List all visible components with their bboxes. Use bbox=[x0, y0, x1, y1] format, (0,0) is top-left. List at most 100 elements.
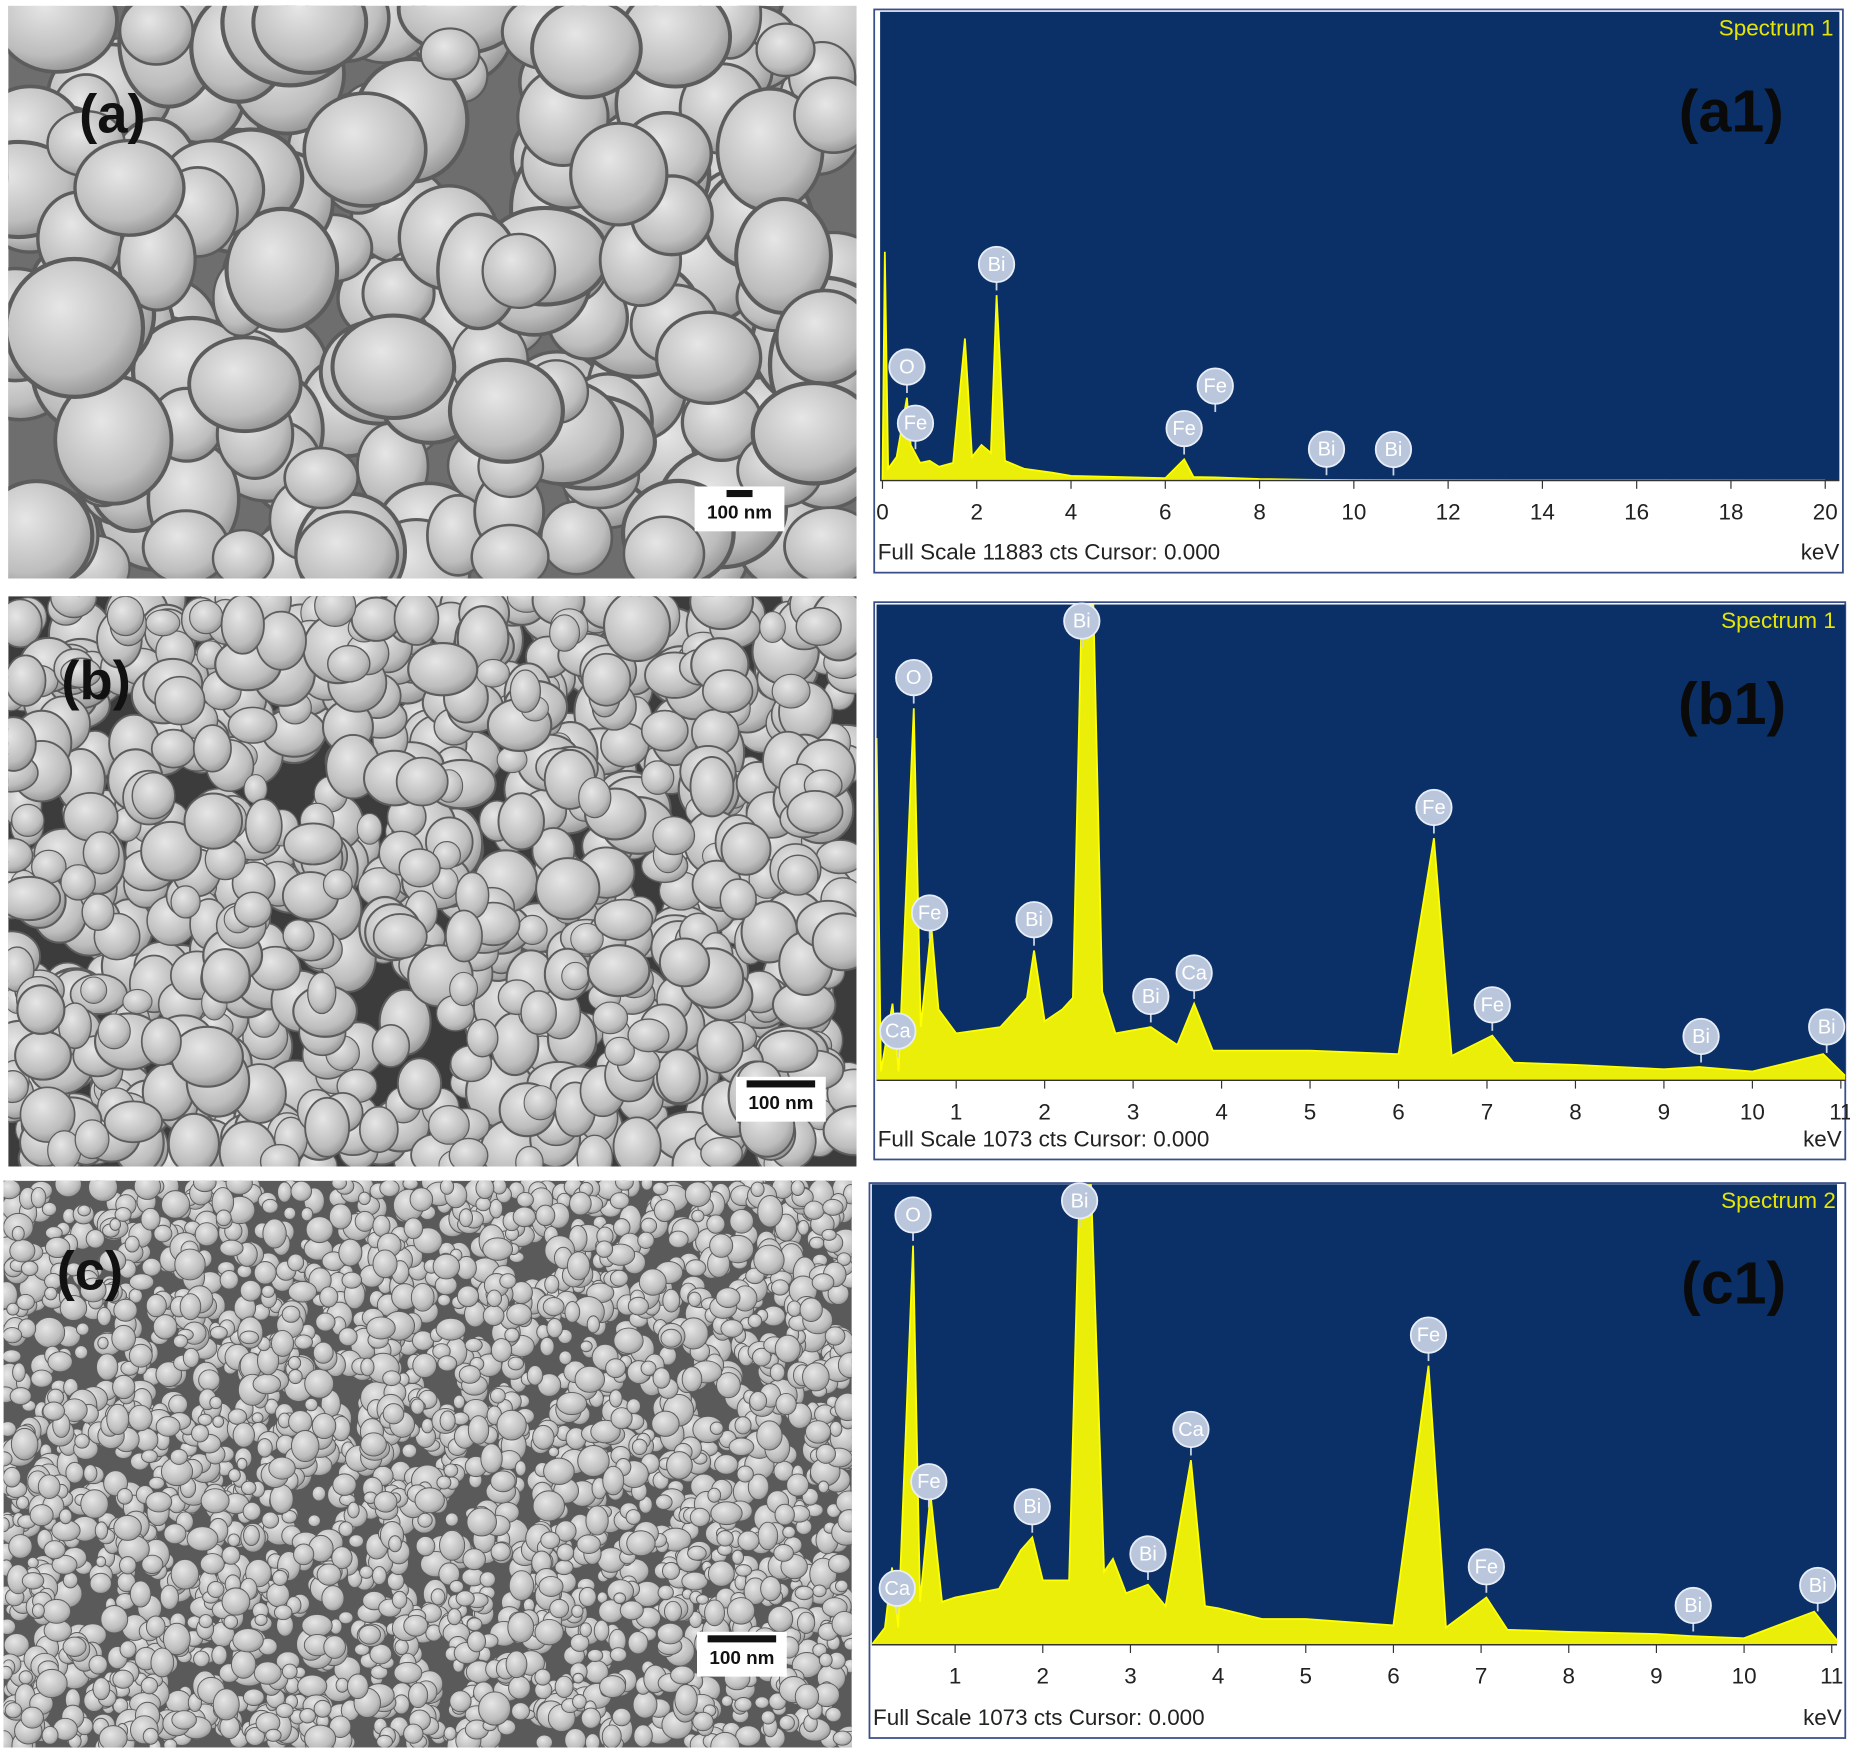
grain bbox=[539, 500, 614, 576]
grain bbox=[170, 885, 201, 919]
grain bbox=[253, 1661, 282, 1685]
grain bbox=[211, 528, 275, 579]
grain bbox=[145, 1491, 173, 1513]
grain bbox=[516, 1191, 534, 1208]
grain bbox=[3, 1517, 10, 1533]
grain bbox=[554, 1675, 574, 1699]
grain bbox=[774, 1503, 795, 1526]
x-tick-label: 6 bbox=[1392, 1099, 1404, 1124]
grain bbox=[508, 1675, 531, 1700]
grain bbox=[315, 1312, 336, 1332]
grain bbox=[4, 1702, 23, 1719]
grain bbox=[192, 724, 232, 773]
grain bbox=[8, 1070, 29, 1104]
grain bbox=[564, 1301, 581, 1323]
grain bbox=[163, 1523, 187, 1545]
x-tick-label: 6 bbox=[1387, 1664, 1399, 1689]
grain bbox=[290, 1430, 320, 1463]
grain bbox=[438, 1562, 461, 1586]
grain bbox=[663, 1600, 683, 1623]
grain bbox=[221, 1545, 241, 1565]
grain bbox=[193, 1650, 210, 1668]
grain bbox=[236, 1264, 253, 1279]
annotation-bubble bbox=[1307, 430, 1346, 468]
annotation: Ca bbox=[1178, 1419, 1204, 1441]
grain bbox=[783, 506, 857, 579]
grain bbox=[122, 988, 153, 1015]
grain bbox=[799, 1297, 823, 1322]
grain bbox=[520, 990, 557, 1036]
grain bbox=[167, 1112, 221, 1167]
grain bbox=[750, 1181, 765, 1197]
annotation-bubble bbox=[1132, 977, 1170, 1016]
grain bbox=[769, 1363, 786, 1382]
grain bbox=[42, 1401, 65, 1421]
grain bbox=[114, 1207, 132, 1222]
grain bbox=[6, 1302, 20, 1316]
grain bbox=[625, 1509, 642, 1525]
grain bbox=[219, 1270, 239, 1290]
grain bbox=[526, 1365, 544, 1386]
grain bbox=[652, 1181, 669, 1196]
grain bbox=[482, 1305, 505, 1327]
grain bbox=[119, 1556, 137, 1575]
grain bbox=[609, 1269, 629, 1287]
grain bbox=[707, 1560, 735, 1587]
footer: Full Scale 1073 cts Cursor: 0.000 bbox=[878, 1126, 1210, 1151]
grain bbox=[354, 1210, 376, 1232]
grain bbox=[262, 1218, 287, 1249]
grain bbox=[199, 1553, 225, 1575]
grain bbox=[261, 1284, 276, 1298]
grain bbox=[593, 898, 654, 941]
grain bbox=[227, 1533, 241, 1547]
grain bbox=[555, 1520, 577, 1542]
grain bbox=[439, 1410, 456, 1432]
chart-title: Spectrum 1 bbox=[1721, 608, 1836, 633]
grain bbox=[58, 1508, 73, 1525]
grain bbox=[283, 822, 344, 866]
grain bbox=[448, 1137, 489, 1167]
grain bbox=[95, 1353, 119, 1381]
grain bbox=[464, 1337, 483, 1353]
grain bbox=[773, 1544, 794, 1562]
x-tick-label: 12 bbox=[1436, 500, 1461, 525]
grain bbox=[534, 1668, 552, 1686]
grain bbox=[8, 256, 146, 400]
grain bbox=[18, 1670, 33, 1685]
grain bbox=[710, 1501, 743, 1526]
grain bbox=[172, 1334, 189, 1349]
grain bbox=[574, 1365, 606, 1393]
grain bbox=[627, 1631, 649, 1655]
grain bbox=[219, 1239, 244, 1257]
grain bbox=[74, 1345, 89, 1360]
grain bbox=[443, 1463, 459, 1478]
grain bbox=[579, 1622, 592, 1638]
grain bbox=[824, 1326, 846, 1346]
grain bbox=[793, 76, 857, 155]
grain bbox=[714, 1454, 739, 1475]
grain bbox=[33, 1316, 66, 1349]
grain bbox=[754, 1696, 770, 1709]
grain bbox=[688, 1611, 703, 1629]
grain bbox=[358, 1624, 381, 1645]
annotation-bubble bbox=[888, 348, 926, 386]
grain bbox=[228, 1468, 241, 1483]
grain bbox=[511, 1702, 530, 1721]
grain bbox=[16, 1293, 35, 1311]
grain bbox=[610, 1407, 633, 1430]
grain bbox=[755, 22, 816, 78]
grain bbox=[566, 1251, 591, 1281]
grain bbox=[640, 1217, 658, 1234]
chart-title: Spectrum 1 bbox=[1719, 15, 1834, 40]
grain bbox=[227, 1408, 248, 1425]
grain bbox=[666, 1451, 693, 1480]
grain bbox=[734, 1416, 752, 1435]
grain bbox=[168, 1394, 188, 1415]
grain bbox=[41, 1598, 72, 1624]
grain bbox=[478, 1691, 512, 1726]
grain bbox=[479, 1571, 496, 1588]
grain bbox=[436, 1475, 452, 1490]
grain bbox=[11, 1225, 25, 1242]
grain bbox=[41, 1201, 58, 1217]
plot-area bbox=[880, 11, 1840, 481]
